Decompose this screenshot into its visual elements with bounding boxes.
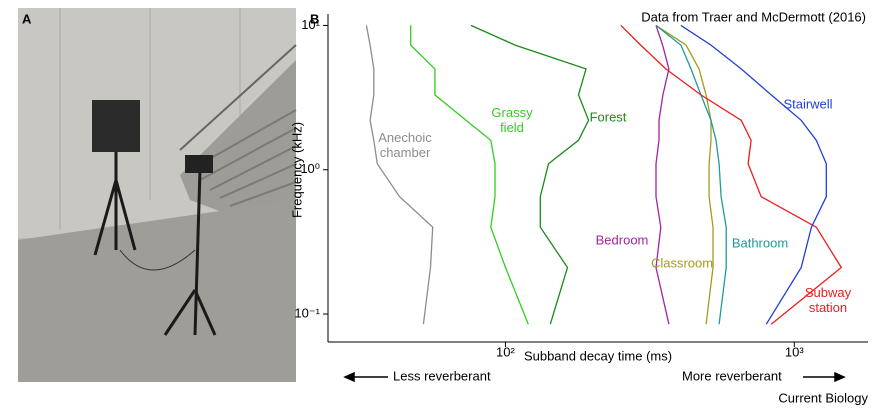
- series-label: Bathroom: [731, 235, 789, 251]
- panel-label: A: [22, 11, 32, 26]
- x-tick-label: 10³: [785, 344, 804, 359]
- y-tick-label: 10⁻¹: [294, 305, 320, 320]
- series-label: Stairwell: [783, 96, 833, 112]
- series-label: Forest: [589, 109, 627, 125]
- series-label: Grassy field: [491, 105, 533, 135]
- series-label: Subway station: [804, 285, 852, 315]
- x-axis-label: Subband decay time (ms): [524, 348, 672, 363]
- photo: [18, 8, 297, 382]
- series-label: Anechoic chamber: [378, 130, 432, 160]
- annotation: Data from Traer and McDermott (2016): [641, 9, 866, 24]
- y-axis-label: Frequency (kHz): [289, 122, 304, 218]
- series-label: Bedroom: [595, 232, 649, 248]
- panel-label: B: [310, 11, 319, 26]
- arrows: [343, 371, 846, 383]
- series-line: [365, 25, 434, 325]
- series-line: [655, 25, 670, 325]
- series-line: [410, 25, 529, 325]
- series-line: [655, 24, 714, 325]
- series-line: [620, 24, 843, 325]
- series-line: [470, 24, 590, 325]
- y-tick-label: 10⁰: [300, 161, 320, 176]
- footer: Current Biology: [778, 390, 868, 405]
- right-note: More reverberant: [682, 368, 782, 383]
- left-note: Less reverberant: [393, 368, 491, 383]
- series-line: [680, 24, 827, 325]
- y-tick-label: 10¹: [301, 17, 320, 32]
- series-line: [655, 24, 727, 325]
- series-label: Classroom: [650, 255, 714, 271]
- x-tick-label: 10²: [496, 344, 515, 359]
